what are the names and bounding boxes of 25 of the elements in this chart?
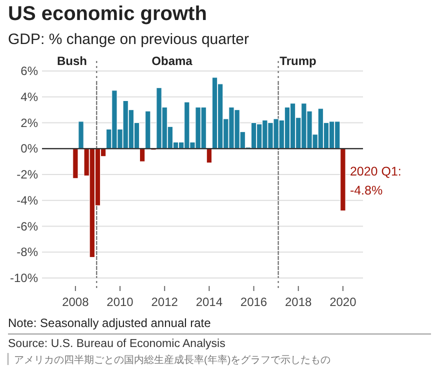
y-tick-label: -6% xyxy=(16,219,38,234)
y-tick-label: 6% xyxy=(20,64,38,78)
x-tick-label: 2020 xyxy=(330,295,357,309)
annotation: 2020 Q1: -4.8% xyxy=(350,164,402,198)
y-tick-label: 4% xyxy=(20,90,38,104)
x-tick-label: 2018 xyxy=(285,295,312,309)
y-tick-label: -8% xyxy=(16,245,38,260)
y-tick-label: 2% xyxy=(20,116,38,130)
x-tick-label: 2008 xyxy=(62,295,90,309)
y-tick-label: 0% xyxy=(20,142,38,156)
chart-title: US economic growth xyxy=(8,3,207,25)
text: Obama xyxy=(152,54,193,68)
y-tick-label: -4% xyxy=(16,193,38,208)
text: アメリカの四半期ごとの国内総生産成長率(年率)をグラフで示したもの xyxy=(14,354,331,366)
x-tick-label: 2010 xyxy=(106,295,134,309)
text: Trump xyxy=(280,54,316,68)
chart-subtitle: GDP: % change on previous quarter xyxy=(8,31,249,48)
x-tick-label: 2012 xyxy=(151,295,178,309)
x-tick-label: 2016 xyxy=(240,295,268,309)
y-tick-label: -2% xyxy=(16,168,38,182)
x-tick-label: 2014 xyxy=(196,295,223,309)
source-note: Source: U.S. Bureau of Economic Analysis xyxy=(8,338,226,350)
text: Note: Seasonally adjusted annual rate xyxy=(8,316,212,330)
text: Bush xyxy=(57,54,87,68)
y-tick-label: -10% xyxy=(10,271,38,285)
